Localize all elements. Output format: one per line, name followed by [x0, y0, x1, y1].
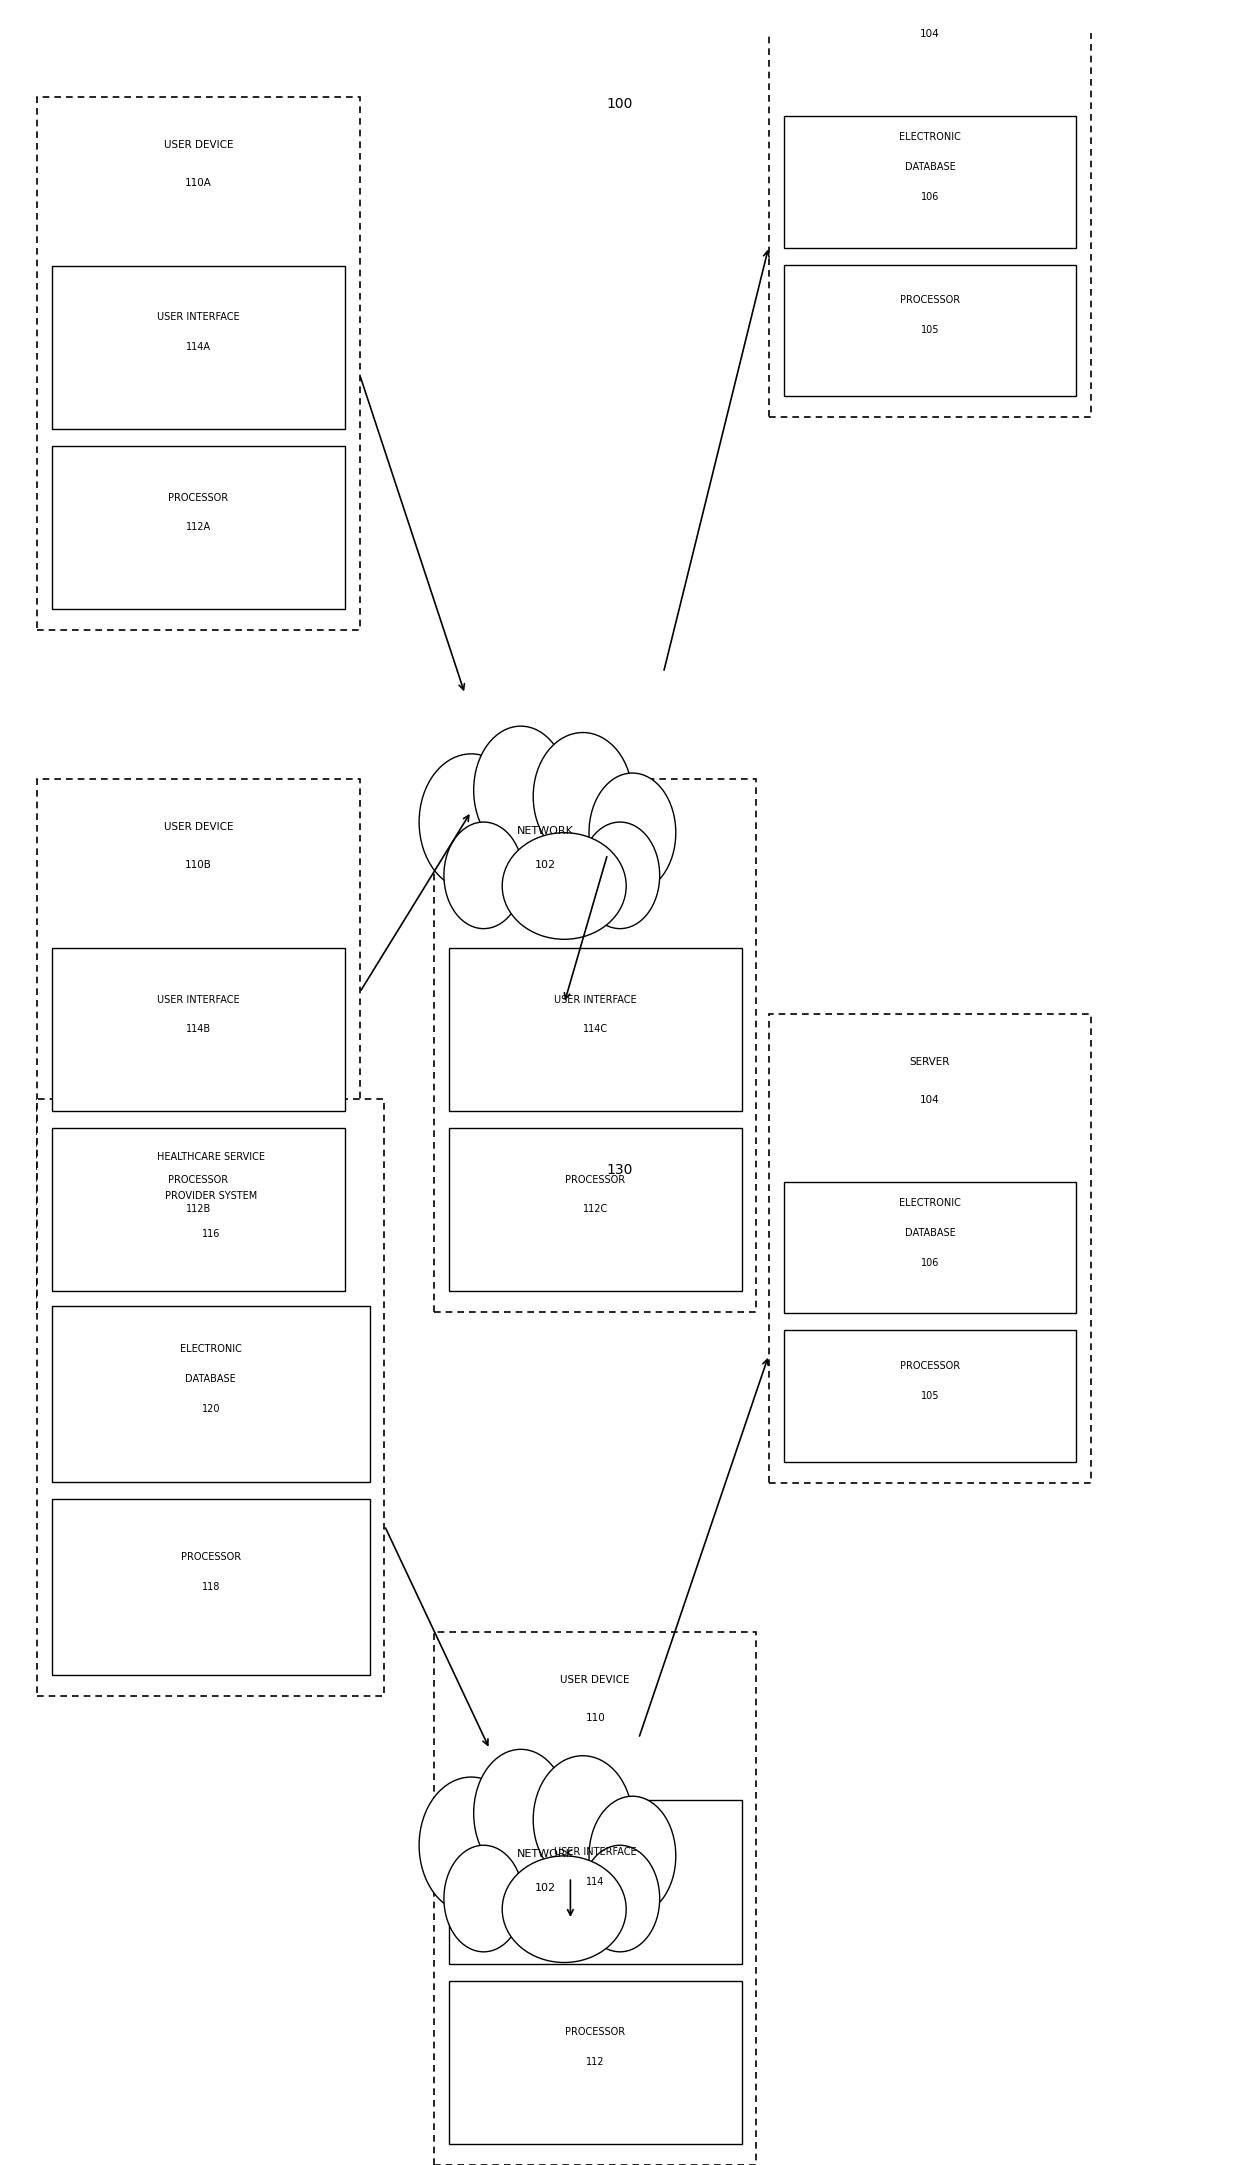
Text: 104: 104 [920, 1095, 940, 1104]
Text: PROCESSOR: PROCESSOR [900, 1362, 960, 1370]
Text: 102: 102 [534, 1884, 557, 1892]
Ellipse shape [580, 823, 660, 929]
Text: 102: 102 [534, 860, 557, 870]
Text: NETWORK: NETWORK [517, 1849, 574, 1860]
Text: 112C: 112C [583, 1204, 608, 1215]
Text: USER INTERFACE: USER INTERFACE [554, 994, 636, 1005]
Ellipse shape [502, 834, 626, 940]
FancyBboxPatch shape [52, 266, 345, 429]
Text: NETWORK: NETWORK [517, 825, 574, 836]
Ellipse shape [580, 1845, 660, 1953]
Ellipse shape [474, 725, 568, 853]
Text: 110A: 110A [185, 178, 212, 188]
FancyBboxPatch shape [449, 1981, 742, 2143]
Text: USER DEVICE: USER DEVICE [560, 1676, 630, 1684]
FancyBboxPatch shape [784, 1331, 1076, 1461]
Ellipse shape [589, 1797, 676, 1916]
Text: 100: 100 [606, 97, 634, 110]
Text: 110: 110 [585, 1713, 605, 1723]
FancyBboxPatch shape [449, 948, 742, 1111]
Text: ELECTRONIC: ELECTRONIC [180, 1344, 242, 1353]
FancyBboxPatch shape [434, 779, 756, 1312]
Text: PROCESSOR: PROCESSOR [565, 1176, 625, 1184]
FancyBboxPatch shape [37, 97, 360, 630]
Text: 104: 104 [920, 28, 940, 39]
Ellipse shape [444, 823, 523, 929]
Text: PROCESSOR: PROCESSOR [169, 1176, 228, 1184]
Text: DATABASE: DATABASE [905, 1228, 955, 1238]
FancyBboxPatch shape [52, 446, 345, 608]
Ellipse shape [419, 1777, 523, 1914]
Text: ELECTRONIC: ELECTRONIC [899, 132, 961, 143]
Text: 110B: 110B [185, 860, 212, 870]
FancyBboxPatch shape [37, 1100, 384, 1695]
Ellipse shape [589, 773, 676, 892]
FancyBboxPatch shape [37, 779, 360, 1312]
Text: 130: 130 [606, 1163, 634, 1178]
Text: 120: 120 [202, 1403, 219, 1414]
Text: USER INTERFACE: USER INTERFACE [554, 1847, 636, 1858]
Ellipse shape [419, 753, 523, 890]
Text: 112: 112 [587, 2057, 604, 2068]
Ellipse shape [533, 732, 632, 860]
Text: 105: 105 [921, 1390, 939, 1401]
Text: PROCESSOR: PROCESSOR [181, 1552, 241, 1561]
Text: 110C: 110C [582, 860, 609, 870]
FancyBboxPatch shape [784, 1182, 1076, 1314]
Ellipse shape [502, 1855, 626, 1961]
FancyBboxPatch shape [769, 0, 1091, 418]
FancyBboxPatch shape [52, 1128, 345, 1290]
Text: 106: 106 [921, 1258, 939, 1269]
Text: ELECTRONIC: ELECTRONIC [899, 1197, 961, 1208]
Text: HEALTHCARE SERVICE: HEALTHCARE SERVICE [156, 1152, 265, 1163]
Text: USER DEVICE: USER DEVICE [164, 823, 233, 831]
Text: 114B: 114B [186, 1024, 211, 1035]
FancyBboxPatch shape [434, 1632, 756, 2165]
Text: USER INTERFACE: USER INTERFACE [157, 994, 239, 1005]
Text: USER DEVICE: USER DEVICE [164, 141, 233, 149]
FancyBboxPatch shape [784, 117, 1076, 247]
Text: DATABASE: DATABASE [186, 1375, 236, 1383]
Text: 118: 118 [202, 1583, 219, 1591]
Text: 116: 116 [202, 1230, 219, 1238]
Text: PROCESSOR: PROCESSOR [565, 2026, 625, 2037]
Text: USER INTERFACE: USER INTERFACE [157, 312, 239, 323]
Ellipse shape [474, 1749, 568, 1877]
Text: USER DEVICE: USER DEVICE [560, 823, 630, 831]
Ellipse shape [533, 1756, 632, 1884]
Text: 106: 106 [921, 193, 939, 201]
Text: 112A: 112A [186, 522, 211, 533]
Text: SERVER: SERVER [910, 1057, 950, 1067]
FancyBboxPatch shape [52, 1305, 370, 1481]
FancyBboxPatch shape [769, 1013, 1091, 1483]
FancyBboxPatch shape [52, 948, 345, 1111]
FancyBboxPatch shape [784, 264, 1076, 396]
Text: 112B: 112B [186, 1204, 211, 1215]
FancyBboxPatch shape [449, 1801, 742, 1964]
FancyBboxPatch shape [52, 1498, 370, 1676]
Ellipse shape [444, 1845, 523, 1953]
Text: PROCESSOR: PROCESSOR [900, 294, 960, 305]
Text: DATABASE: DATABASE [905, 162, 955, 171]
Text: PROCESSOR: PROCESSOR [169, 491, 228, 502]
Text: 105: 105 [921, 325, 939, 336]
Text: 114A: 114A [186, 342, 211, 353]
FancyBboxPatch shape [449, 1128, 742, 1290]
Text: 114C: 114C [583, 1024, 608, 1035]
Text: PROVIDER SYSTEM: PROVIDER SYSTEM [165, 1191, 257, 1202]
Text: 114: 114 [587, 1877, 604, 1888]
